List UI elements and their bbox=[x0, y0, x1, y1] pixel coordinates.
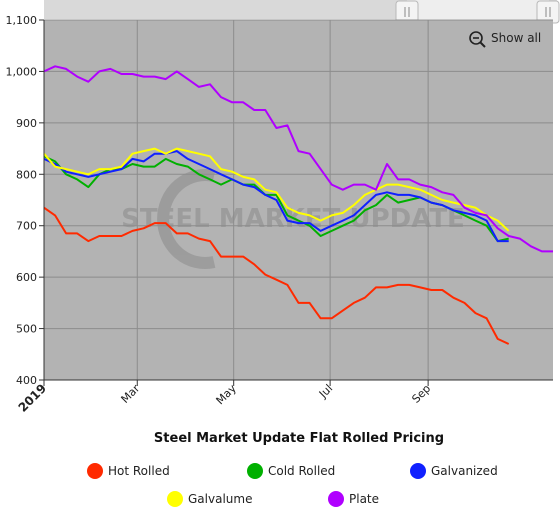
legend-label: Hot Rolled bbox=[108, 464, 170, 478]
legend-label: Galvalume bbox=[188, 492, 252, 506]
y-tick-label: 500 bbox=[16, 323, 37, 336]
series-line-hot-rolled[interactable] bbox=[43, 206, 510, 345]
show-all-label[interactable]: Show all bbox=[491, 31, 541, 45]
legend-item-galvalume[interactable]: Galvalume bbox=[167, 491, 252, 507]
y-tick-label: 700 bbox=[16, 220, 37, 233]
zoom-out-icon bbox=[469, 31, 483, 45]
legend-item-cold-rolled[interactable]: Cold Rolled bbox=[247, 463, 335, 479]
legend-marker bbox=[87, 463, 103, 479]
navigator-window[interactable] bbox=[407, 0, 549, 19]
legend-item-plate[interactable]: Plate bbox=[328, 491, 379, 507]
series-line-plate[interactable] bbox=[43, 65, 553, 253]
legend-marker bbox=[410, 463, 426, 479]
y-tick-label: 1,100 bbox=[6, 14, 38, 27]
series-line-galvanized[interactable] bbox=[43, 150, 509, 243]
legend-marker bbox=[247, 463, 263, 479]
y-tick-label: 400 bbox=[16, 374, 37, 387]
legend: Hot Rolled Cold Rolled Galvanized Galvalume… bbox=[87, 463, 498, 507]
series-line-galvalume[interactable] bbox=[43, 147, 510, 232]
y-tick-label: 600 bbox=[16, 271, 37, 284]
legend-label: Plate bbox=[349, 492, 379, 506]
x-tick-label: Sep bbox=[409, 382, 433, 406]
y-tick-label: 800 bbox=[16, 168, 37, 181]
plot-area bbox=[44, 20, 553, 380]
y-tick-label: 1,000 bbox=[6, 65, 38, 78]
legend-marker bbox=[167, 491, 183, 507]
y-tick-label: 900 bbox=[16, 117, 37, 130]
legend-item-galvanized[interactable]: Galvanized bbox=[410, 463, 498, 479]
x-tick-label: Jul bbox=[316, 382, 335, 401]
x-tick-label: Mar bbox=[119, 382, 143, 406]
show-all-button[interactable]: Show all bbox=[469, 31, 541, 48]
legend-label: Cold Rolled bbox=[268, 464, 335, 478]
x-tick-label: May bbox=[214, 382, 240, 408]
legend-marker bbox=[328, 491, 344, 507]
watermark-swoosh-icon bbox=[157, 169, 216, 269]
legend-item-hot-rolled[interactable]: Hot Rolled bbox=[87, 463, 170, 479]
legend-label: Galvanized bbox=[431, 464, 498, 478]
chart-title: Steel Market Update Flat Rolled Pricing bbox=[154, 431, 444, 446]
